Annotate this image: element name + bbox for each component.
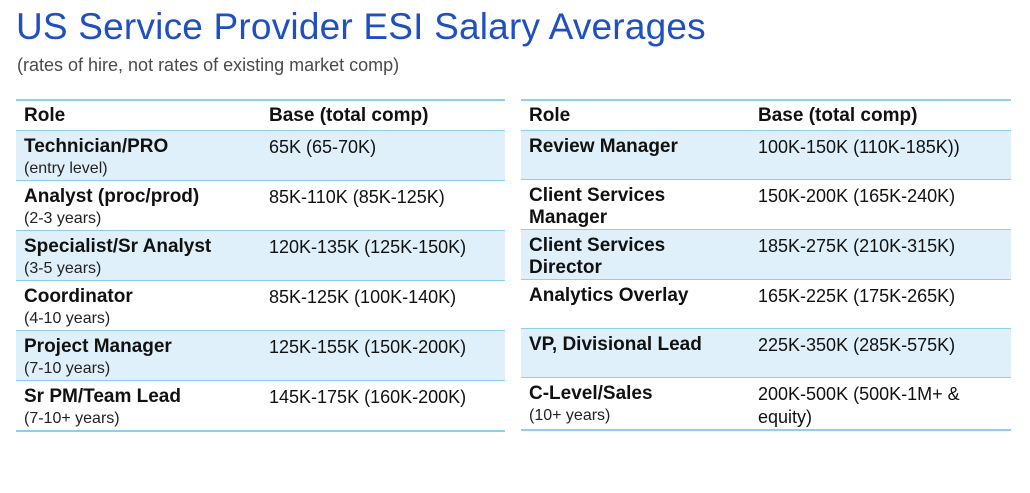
page-title: US Service Provider ESI Salary Averages — [16, 6, 706, 47]
role-cell: Client Services Manager — [521, 179, 750, 230]
base-comp: 65K (65-70K) — [269, 137, 377, 157]
table-row: Technician/PRO (entry level) 65K (65-70K… — [16, 130, 505, 181]
role-name: C-Level/Sales — [529, 383, 653, 404]
role-name: Specialist/Sr Analyst — [24, 236, 212, 257]
role-name: Analyst (proc/prod) — [24, 186, 200, 207]
base-cell: 200K-500K (500K-1M+ & equity) — [750, 378, 1011, 431]
table-row: Project Manager (7-10 years) 125K-155K (… — [16, 330, 505, 381]
column-header-role: Role — [521, 100, 750, 131]
base-cell: 225K-350K (285K-575K) — [750, 328, 1011, 378]
role-cell: Analytics Overlay — [521, 279, 750, 329]
role-cell: Sr PM/Team Lead (7-10+ years) — [16, 381, 261, 432]
base-cell: 85K-125K (100K-140K) — [261, 280, 505, 331]
table-row: Analytics Overlay 165K-225K (175K-265K) — [521, 279, 1011, 329]
base-comp: 125K-155K (150K-200K) — [269, 337, 467, 357]
role-name-line2: Manager — [529, 207, 608, 228]
table-header-row: Role Base (total comp) — [16, 100, 505, 131]
role-name: Technician/PRO — [24, 136, 169, 157]
role-name: Coordinator — [24, 286, 133, 307]
salary-table-left: Role Base (total comp) Technician/PRO (e… — [16, 99, 505, 432]
role-name: Review Manager — [529, 136, 678, 157]
role-name: Sr PM/Team Lead — [24, 386, 181, 407]
role-experience: (3-5 years) — [24, 260, 102, 277]
role-experience: (10+ years) — [529, 407, 611, 424]
base-comp: 165K-225K (175K-265K) — [758, 286, 956, 306]
base-cell: 145K-175K (160K-200K) — [261, 381, 505, 432]
base-cell: 85K-110K (85K-125K) — [261, 180, 505, 231]
base-cell: 100K-150K (110K-185K)) — [750, 130, 1011, 180]
base-cell: 185K-275K (210K-315K) — [750, 229, 1011, 280]
role-name: Client Services — [529, 185, 666, 206]
base-cell: 125K-155K (150K-200K) — [261, 330, 505, 381]
base-cell: 65K (65-70K) — [261, 130, 505, 181]
role-cell: VP, Divisional Lead — [521, 328, 750, 378]
base-cell: 120K-135K (125K-150K) — [261, 230, 505, 281]
table-row: Client Services Director 185K-275K (210K… — [521, 229, 1011, 280]
role-cell: Technician/PRO (entry level) — [16, 130, 261, 181]
base-comp: 145K-175K (160K-200K) — [269, 387, 467, 407]
table-row: Specialist/Sr Analyst (3-5 years) 120K-1… — [16, 230, 505, 281]
role-name: VP, Divisional Lead — [529, 334, 702, 355]
role-name: Project Manager — [24, 336, 172, 357]
salary-table-right: Role Base (total comp) Review Manager 10… — [521, 99, 1011, 431]
role-cell: Client Services Director — [521, 229, 750, 280]
base-comp: 120K-135K (125K-150K) — [269, 237, 467, 257]
base-comp: 100K-150K (110K-185K)) — [758, 137, 960, 157]
role-cell: Specialist/Sr Analyst (3-5 years) — [16, 230, 261, 281]
role-cell: Review Manager — [521, 130, 750, 180]
base-comp: 85K-110K (85K-125K) — [269, 187, 445, 207]
base-cell: 165K-225K (175K-265K) — [750, 279, 1011, 329]
column-header-role: Role — [16, 100, 261, 131]
base-comp: 185K-275K (210K-315K) — [758, 236, 956, 256]
role-experience: (entry level) — [24, 160, 108, 177]
role-name: Analytics Overlay — [529, 285, 689, 306]
base-comp: 150K-200K (165K-240K) — [758, 186, 956, 206]
role-cell: Analyst (proc/prod) (2-3 years) — [16, 180, 261, 231]
role-cell: Project Manager (7-10 years) — [16, 330, 261, 381]
base-comp: 225K-350K (285K-575K) — [758, 335, 956, 355]
role-cell: C-Level/Sales (10+ years) — [521, 378, 750, 431]
column-header-base: Base (total comp) — [750, 100, 1011, 131]
table-row: Coordinator (4-10 years) 85K-125K (100K-… — [16, 280, 505, 331]
table-row: Client Services Manager 150K-200K (165K-… — [521, 179, 1011, 230]
role-experience: (7-10+ years) — [24, 410, 120, 427]
table-row: C-Level/Sales (10+ years) 200K-500K (500… — [521, 378, 1011, 431]
role-experience: (7-10 years) — [24, 360, 111, 377]
table-row: Sr PM/Team Lead (7-10+ years) 145K-175K … — [16, 381, 505, 432]
base-cell: 150K-200K (165K-240K) — [750, 179, 1011, 230]
table-row: Review Manager 100K-150K (110K-185K)) — [521, 130, 1011, 180]
base-comp: 85K-125K (100K-140K) — [269, 287, 457, 307]
role-name: Client Services — [529, 235, 666, 256]
table-row: VP, Divisional Lead 225K-350K (285K-575K… — [521, 328, 1011, 378]
column-header-base: Base (total comp) — [261, 100, 505, 131]
role-cell: Coordinator (4-10 years) — [16, 280, 261, 331]
role-experience: (2-3 years) — [24, 210, 102, 227]
base-comp: 200K-500K (500K-1M+ & equity) — [758, 384, 960, 427]
page-subtitle: (rates of hire, not rates of existing ma… — [17, 55, 400, 75]
table-row: Analyst (proc/prod) (2-3 years) 85K-110K… — [16, 180, 505, 231]
role-name-line2: Director — [529, 257, 602, 278]
table-header-row: Role Base (total comp) — [521, 100, 1011, 131]
role-experience: (4-10 years) — [24, 310, 111, 327]
